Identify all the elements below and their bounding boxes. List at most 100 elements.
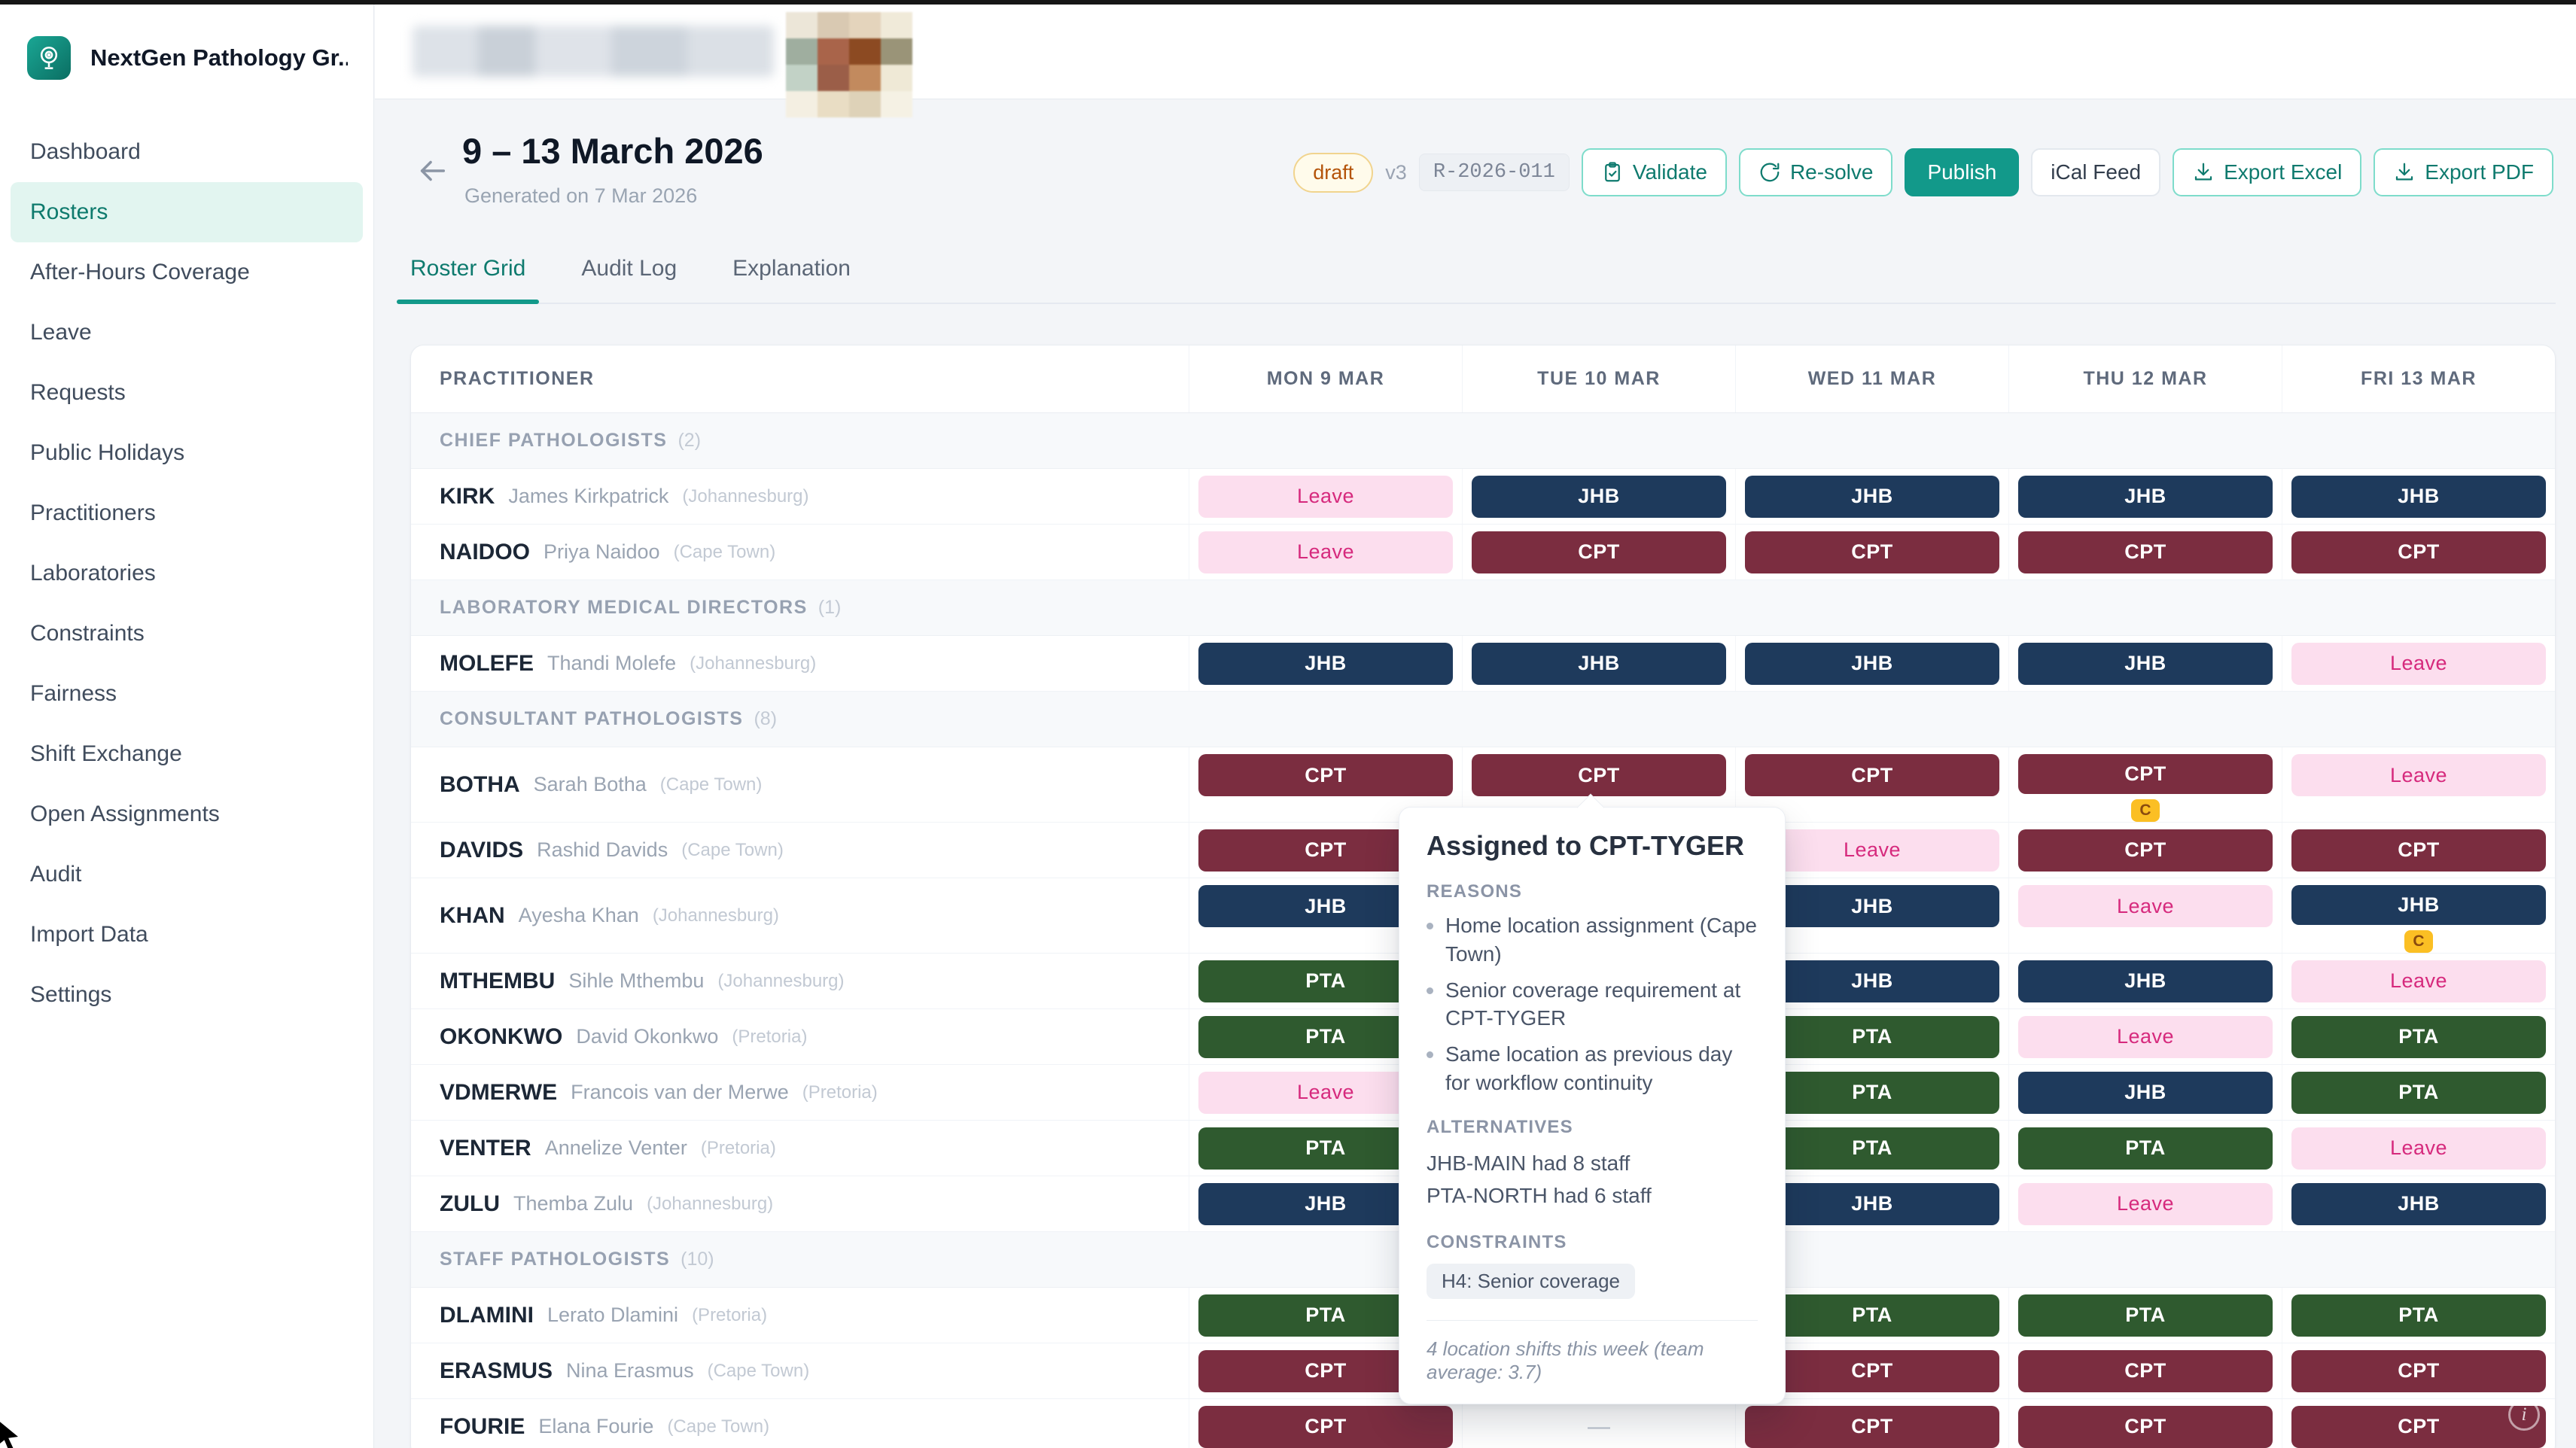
day-cell: JHB <box>1735 636 2008 691</box>
shift-pill-jhb[interactable]: JHB <box>1198 642 1453 685</box>
shift-pill-leave[interactable]: Leave <box>2291 642 2546 685</box>
shift-pill-pta[interactable]: PTA <box>1745 1294 1999 1337</box>
shift-pill-cpt[interactable]: CPT <box>1472 531 1726 573</box>
shift-pill-jhb[interactable]: JHB <box>1745 475 1999 518</box>
sidebar-item-import-data[interactable]: Import Data <box>30 922 148 947</box>
practitioner-name: Thandi Molefe <box>547 652 677 674</box>
shift-pill-leave[interactable]: Leave <box>1198 531 1453 573</box>
sidebar-item-constraints[interactable]: Constraints <box>30 621 145 646</box>
shift-pill-jhb[interactable]: JHB <box>1745 1182 1999 1225</box>
shift-pill-jhb[interactable]: JHB <box>1472 475 1726 518</box>
tooltip-alternatives-label: ALTERNATIVES <box>1427 1116 1573 1137</box>
practitioner-code: ZULU <box>440 1191 500 1216</box>
shift-pill-leave[interactable]: Leave <box>2291 754 2546 796</box>
day-cell: CPT <box>1735 1399 2008 1448</box>
clipboard-check-icon <box>1604 162 1620 182</box>
shift-pill-leave[interactable]: Leave <box>2291 1127 2546 1170</box>
shift-pill-leave[interactable]: Leave <box>2018 885 2273 927</box>
publish-button[interactable]: Publish <box>1905 148 2020 196</box>
shift-pill-jhb[interactable]: JHB <box>2018 1071 2273 1114</box>
sidebar-item-rosters[interactable]: Rosters <box>11 182 363 242</box>
shift-pill-jhb[interactable]: JHB <box>1745 885 1999 927</box>
sidebar-item-requests[interactable]: Requests <box>30 380 126 405</box>
tab-roster-grid[interactable]: Roster Grid <box>396 256 540 304</box>
shift-pill-pta[interactable]: PTA <box>2291 1071 2546 1114</box>
shift-pill-cpt[interactable]: CPT <box>2018 829 2273 872</box>
practitioner-location: (Cape Town) <box>659 774 763 795</box>
day-cell: Leave <box>2282 747 2555 822</box>
practitioner-location: (Pretoria) <box>732 1026 808 1047</box>
practitioner-name: Elana Fourie <box>538 1415 654 1437</box>
shift-pill-pta[interactable]: PTA <box>2018 1127 2273 1170</box>
section-count: (8) <box>754 708 778 729</box>
sidebar-item-practitioners[interactable]: Practitioners <box>30 500 156 525</box>
sidebar-item-settings[interactable]: Settings <box>30 982 112 1007</box>
page-subtitle: Generated on 7 Mar 2026 <box>464 184 698 207</box>
shift-pill-cpt[interactable]: CPT <box>1198 754 1453 796</box>
shift-pill-jhb[interactable]: JHB <box>2291 885 2546 925</box>
tab-audit-log[interactable]: Audit Log <box>581 256 677 281</box>
shift-pill-jhb[interactable]: JHB <box>1472 642 1726 685</box>
shift-pill-jhb[interactable]: JHB <box>1745 642 1999 685</box>
shift-pill-cpt[interactable]: CPT <box>2291 829 2546 872</box>
day-cell: JHB <box>1462 469 1735 524</box>
export-pdf-button[interactable]: Export PDF <box>2374 148 2553 196</box>
shift-pill-cpt[interactable]: CPT <box>2291 531 2546 573</box>
sidebar-item-audit[interactable]: Audit <box>30 862 82 887</box>
export-excel-button[interactable]: Export Excel <box>2173 148 2362 196</box>
sidebar-item-open-assignments[interactable]: Open Assignments <box>30 802 220 826</box>
practitioner-row-zulu: ZULU Themba Zulu (Johannesburg) JHB JHB Leave… <box>411 1176 2555 1232</box>
day-cell: CPT C <box>2008 747 2282 822</box>
shift-pill-cpt[interactable]: CPT <box>1198 1405 1453 1448</box>
sidebar-item-leave[interactable]: Leave <box>30 320 92 345</box>
practitioner-location: (Cape Town) <box>707 1360 810 1381</box>
validate-button[interactable]: Validate <box>1581 148 1727 196</box>
back-button[interactable] <box>415 154 449 188</box>
shift-pill-pta[interactable]: PTA <box>2018 1294 2273 1337</box>
shift-pill-cpt[interactable]: CPT <box>1745 1405 1999 1448</box>
shift-pill-cpt[interactable]: CPT <box>2018 1405 2273 1448</box>
download-icon <box>2195 163 2212 181</box>
sidebar-item-shift-exchange[interactable]: Shift Exchange <box>30 741 182 766</box>
shift-pill-cpt[interactable]: CPT <box>1745 754 1999 796</box>
shift-pill-cpt[interactable]: CPT <box>2291 1405 2546 1448</box>
shift-pill-pta[interactable]: PTA <box>1745 1071 1999 1114</box>
sidebar-item-dashboard[interactable]: Dashboard <box>30 139 141 164</box>
shift-pill-cpt[interactable]: CPT <box>2291 1349 2546 1392</box>
shift-pill-leave[interactable]: Leave <box>2018 1015 2273 1058</box>
shift-pill-leave[interactable]: Leave <box>1745 829 1999 872</box>
shift-pill-pta[interactable]: PTA <box>2291 1015 2546 1058</box>
sidebar-item-laboratories[interactable]: Laboratories <box>30 561 156 586</box>
shift-pill-pta[interactable]: PTA <box>2291 1294 2546 1337</box>
shift-pill-cpt[interactable]: CPT <box>1745 531 1999 573</box>
shift-pill-jhb[interactable]: JHB <box>2018 475 2273 518</box>
day-header-label: THU 12 MAR <box>2083 368 2208 389</box>
shift-pill-jhb[interactable]: JHB <box>2291 1182 2546 1225</box>
ical-feed-button[interactable]: iCal Feed <box>2031 148 2161 196</box>
shift-pill-leave[interactable]: Leave <box>2291 960 2546 1002</box>
shift-pill-cpt[interactable]: CPT <box>2018 1349 2273 1392</box>
day-cell: PTA <box>1735 1009 2008 1064</box>
shift-pill-jhb[interactable]: JHB <box>1745 960 1999 1002</box>
sidebar-item-fairness[interactable]: Fairness <box>30 681 117 706</box>
resolve-button[interactable]: Re-solve <box>1738 148 1893 196</box>
shift-pill-jhb[interactable]: JHB <box>2018 642 2273 685</box>
shift-pill-pta[interactable]: PTA <box>1745 1127 1999 1170</box>
day-column-header: MON 9 MAR <box>1189 345 1462 412</box>
coverage-badge: C <box>2404 930 2433 953</box>
shift-pill-cpt[interactable]: CPT <box>2018 754 2273 794</box>
tab-explanation[interactable]: Explanation <box>732 256 851 281</box>
shift-pill-cpt[interactable]: CPT <box>2018 531 2273 573</box>
shift-pill-leave[interactable]: Leave <box>1198 475 1453 518</box>
shift-pill-leave[interactable]: Leave <box>2018 1182 2273 1225</box>
practitioner-location: (Johannesburg) <box>717 970 845 991</box>
info-icon[interactable]: i <box>2508 1399 2540 1431</box>
shift-pill-pta[interactable]: PTA <box>1745 1015 1999 1058</box>
app-logo-icon <box>27 36 71 80</box>
shift-pill-jhb[interactable]: JHB <box>2291 475 2546 518</box>
shift-pill-cpt[interactable]: CPT <box>1745 1349 1999 1392</box>
shift-pill-cpt[interactable]: CPT <box>1472 754 1726 796</box>
sidebar-item-public-holidays[interactable]: Public Holidays <box>30 440 185 465</box>
sidebar-item-after-hours-coverage[interactable]: After-Hours Coverage <box>30 260 250 284</box>
shift-pill-jhb[interactable]: JHB <box>2018 960 2273 1002</box>
